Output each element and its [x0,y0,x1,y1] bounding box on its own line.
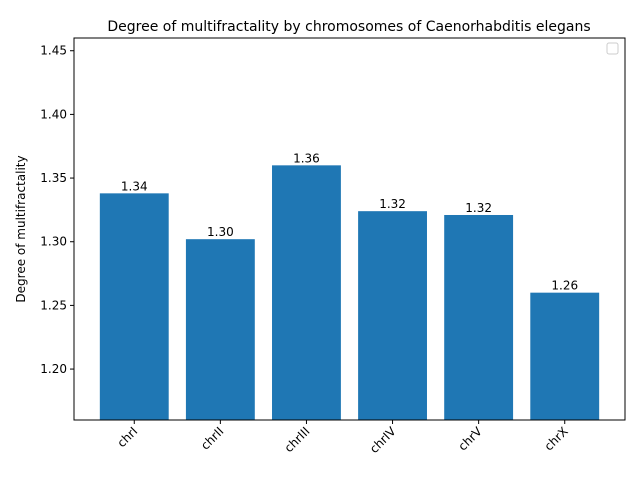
bar-value-label-chrI: 1.34 [121,179,148,193]
plot-frame [73,37,626,421]
y-axis-ticks: 1.20 1.25 1.30 1.35 1.40 1.45 [40,44,74,376]
y-tick-label: 1.35 [40,171,67,185]
bar-value-label-chrIV: 1.32 [379,197,406,211]
chart-title: Degree of multifractality by chromosomes… [107,19,590,35]
bars [99,165,600,420]
bar-value-label-chrX: 1.26 [551,279,578,293]
legend-box [606,42,619,55]
x-tick-label-chrIII: chrIII [282,424,313,455]
x-tick-label-chrII: chrII [198,424,226,452]
bar-chrIII [272,165,341,420]
x-tick-label-chrV: chrV [456,424,486,454]
y-tick-label: 1.45 [40,44,67,58]
bar-value-label-chrIII: 1.36 [293,151,320,165]
x-tick-label-chrX: chrX [542,424,571,453]
bar-chrI [99,193,169,420]
x-tick-label-chrI: chrI [114,424,140,450]
bar-chrIV [358,211,427,420]
bar-chrV [444,214,514,420]
y-tick-label: 1.20 [40,362,67,376]
bar-chrX [530,292,600,420]
y-axis-label: Degree of multifractality [14,155,28,302]
x-tick-label-chrIV: chrIV [367,424,399,456]
y-tick-label: 1.25 [40,298,67,312]
y-tick-label: 1.30 [40,235,67,249]
bar-value-label-chrII: 1.30 [207,225,234,239]
x-axis-ticks: chrI chrII chrIII chrIV chrV chrX [114,420,571,456]
y-tick-label: 1.40 [40,107,67,121]
bar-chrII [185,239,255,420]
bar-value-labels: 1.34 1.30 1.36 1.32 1.32 1.26 [121,151,578,292]
bar-value-label-chrV: 1.32 [465,201,492,215]
